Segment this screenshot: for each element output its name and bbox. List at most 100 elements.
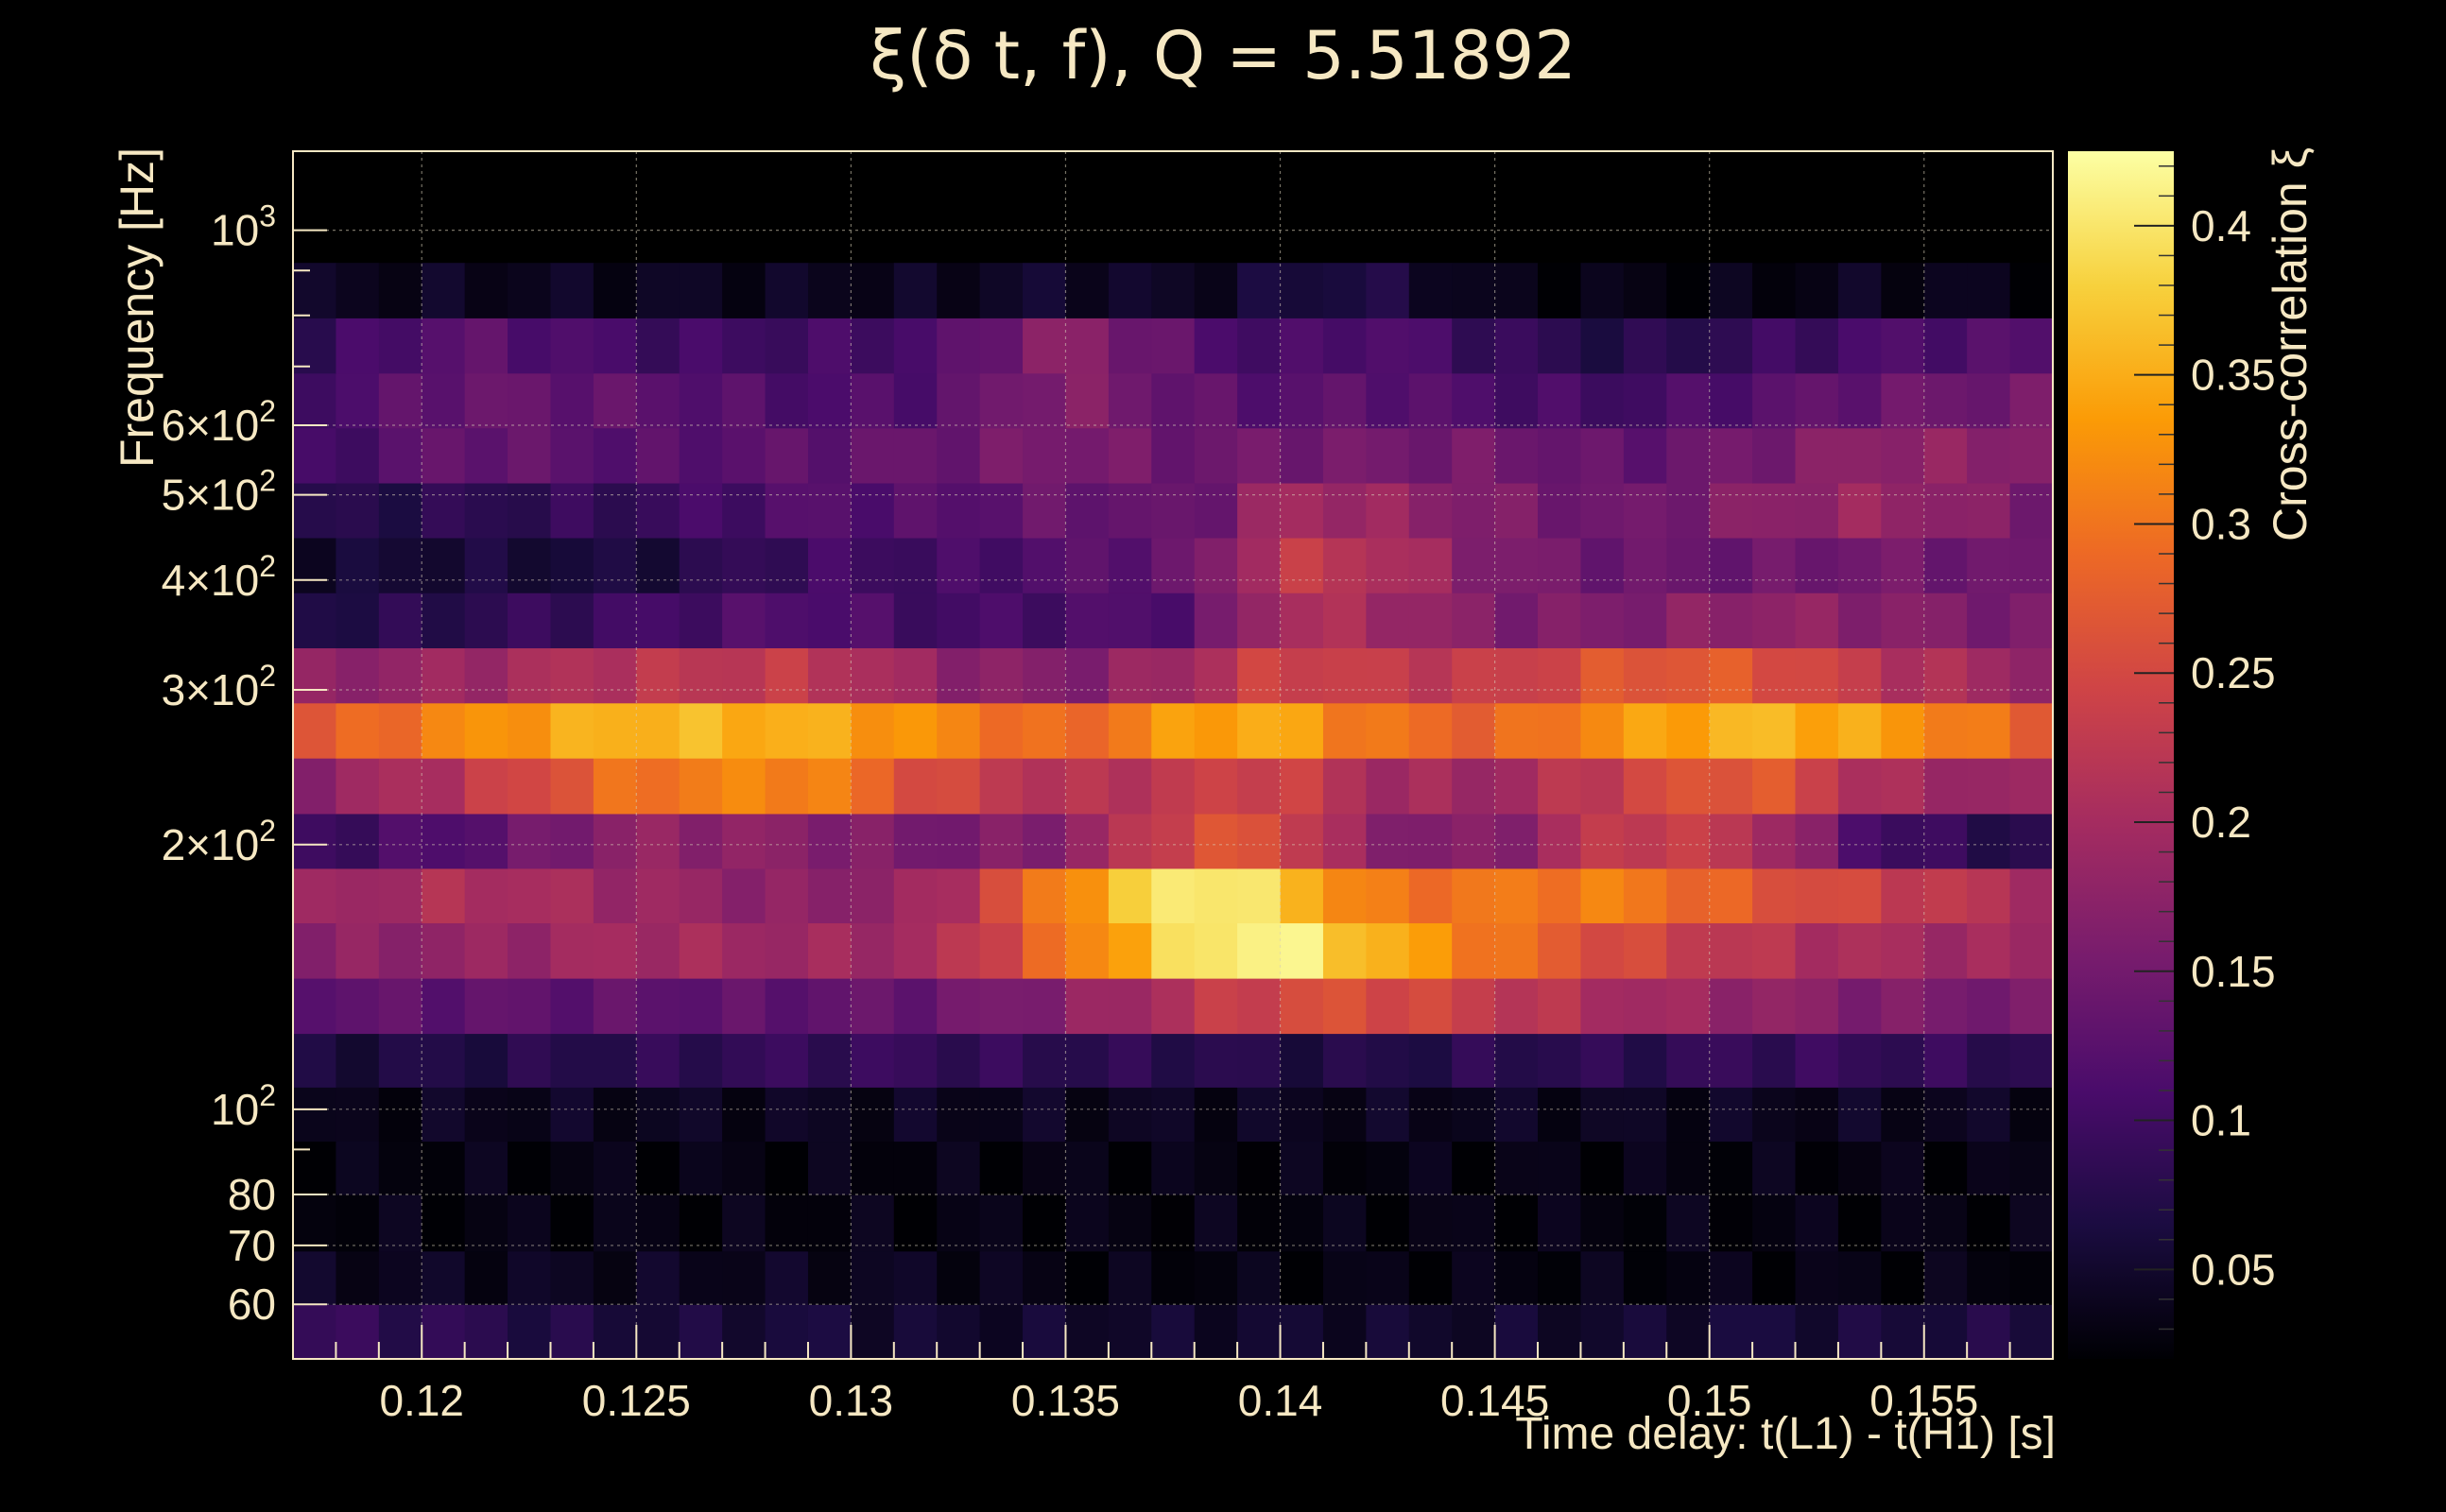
heatmap-cell [464, 537, 508, 593]
heatmap-cell [1580, 868, 1625, 924]
heatmap-cell [1108, 593, 1152, 649]
heatmap-cell [1023, 427, 1067, 484]
heatmap-cell [722, 1304, 767, 1360]
heatmap-cell [1666, 263, 1711, 318]
heatmap-cell [679, 868, 723, 924]
heatmap-cell [851, 263, 895, 318]
heatmap-cell [851, 1194, 895, 1252]
heatmap-cell [1967, 1141, 2011, 1195]
heatmap-cell [1194, 1141, 1238, 1195]
heatmap-cell [1752, 978, 1797, 1035]
heatmap-cell [293, 593, 337, 649]
heatmap-cell [508, 593, 552, 649]
heatmap-cell [1666, 1250, 1711, 1305]
heatmap-cell [293, 978, 337, 1035]
heatmap-cell [1194, 647, 1238, 704]
heatmap-cell [1023, 922, 1067, 979]
heatmap-cell [1065, 537, 1110, 593]
heatmap-cell [1923, 263, 1968, 318]
heatmap-cell [1280, 647, 1324, 704]
heatmap-cell [1666, 647, 1711, 704]
x-tick-label: 0.12 [379, 1376, 464, 1425]
heatmap-cell [1795, 427, 1839, 484]
heatmap-cell [422, 758, 466, 815]
heatmap-cell [1837, 1087, 1882, 1143]
heatmap-cell [1881, 1194, 1925, 1252]
heatmap-cell [1837, 318, 1882, 374]
heatmap-cell [1709, 1087, 1753, 1143]
heatmap-cell [636, 427, 680, 484]
heatmap-cell [1967, 1087, 2011, 1143]
heatmap-cell [593, 978, 637, 1035]
x-tick-label: 0.14 [1238, 1376, 1323, 1425]
heatmap-cell [679, 1304, 723, 1360]
heatmap-cell [508, 978, 552, 1035]
heatmap-cell [1752, 647, 1797, 704]
heatmap-cell [593, 758, 637, 815]
heatmap-cell [1881, 318, 1925, 374]
heatmap-cell [550, 482, 594, 539]
heatmap-cell [1366, 1304, 1410, 1360]
heatmap-cell [937, 1087, 981, 1143]
heatmap-cell [1666, 1194, 1711, 1252]
heatmap-cell [1538, 702, 1582, 759]
heatmap-cell [1322, 1033, 1367, 1088]
heatmap-cell [1580, 537, 1625, 593]
heatmap-cell [937, 427, 981, 484]
heatmap-cell [464, 647, 508, 704]
heatmap-cell [1023, 978, 1067, 1035]
heatmap-cell [807, 1141, 852, 1195]
heatmap-cell [550, 647, 594, 704]
heatmap-cell [722, 263, 767, 318]
heatmap-cell [893, 813, 938, 869]
heatmap-cell [1237, 1194, 1282, 1252]
heatmap-cell [765, 1033, 809, 1088]
heatmap-cell [1881, 1250, 1925, 1305]
heatmap-cell [722, 647, 767, 704]
heatmap-cell [1280, 593, 1324, 649]
heatmap-cell [293, 647, 337, 704]
heatmap-cell [1151, 263, 1196, 318]
heatmap-cell [2009, 318, 2054, 374]
heatmap-cell [979, 813, 1024, 869]
heatmap-cell [1538, 593, 1582, 649]
heatmap-cell [2009, 647, 2054, 704]
heatmap-cell [1795, 593, 1839, 649]
heatmap-cell [679, 1033, 723, 1088]
heatmap-cell [1452, 427, 1496, 484]
heatmap-cell [1108, 482, 1152, 539]
heatmap-cell [1923, 593, 1968, 649]
heatmap-cell [293, 1194, 337, 1252]
heatmap-cell [1881, 647, 1925, 704]
heatmap-cell [550, 868, 594, 924]
heatmap-cell [1237, 372, 1282, 429]
heatmap-cell [2009, 1033, 2054, 1088]
heatmap-cell [1709, 1304, 1753, 1360]
heatmap-cell [1795, 758, 1839, 815]
heatmap-cell [1923, 1304, 1968, 1360]
heatmap-cell [1151, 318, 1196, 374]
heatmap-cell [1623, 1033, 1667, 1088]
heatmap-cell [1023, 868, 1067, 924]
heatmap-cell [636, 263, 680, 318]
heatmap-cell [765, 318, 809, 374]
heatmap-cell [1623, 758, 1667, 815]
heatmap-cell [1494, 482, 1539, 539]
heatmap-cell [1923, 537, 1968, 593]
heatmap-cell [1837, 1141, 1882, 1195]
heatmap-cell [1408, 647, 1453, 704]
heatmap-cell [1322, 1141, 1367, 1195]
heatmap-cell [1151, 702, 1196, 759]
heatmap-cell [1752, 922, 1797, 979]
heatmap-cell [1151, 1250, 1196, 1305]
heatmap-cell [1065, 647, 1110, 704]
heatmap-cell [593, 482, 637, 539]
heatmap-cell [1494, 593, 1539, 649]
heatmap-cell [1580, 318, 1625, 374]
heatmap-cell [1923, 978, 1968, 1035]
heatmap-cell [550, 813, 594, 869]
heatmap-cell [593, 1141, 637, 1195]
heatmap-cell [2009, 537, 2054, 593]
heatmap-cell [1237, 813, 1282, 869]
heatmap-cell [1967, 482, 2011, 539]
